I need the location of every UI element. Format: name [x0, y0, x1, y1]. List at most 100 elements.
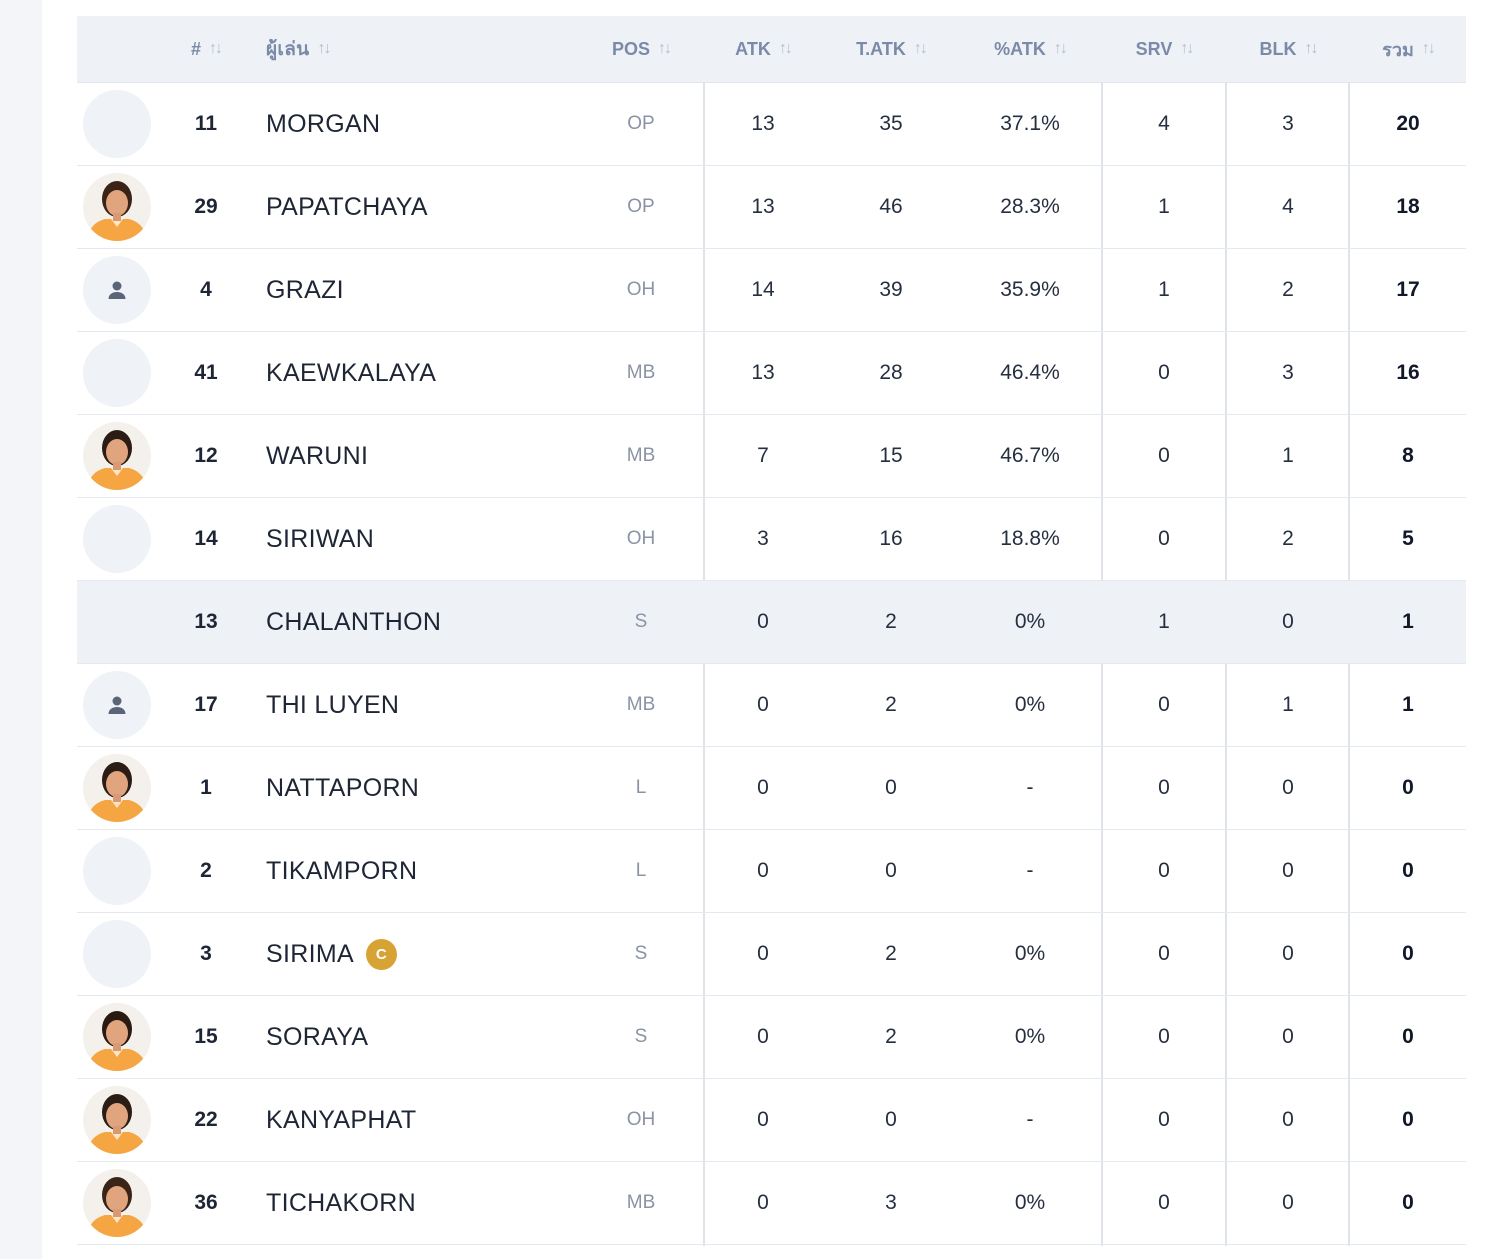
player-number-text: 41 — [194, 361, 218, 384]
table-row[interactable]: 13 CHALANTHON S 0 2 0% 1 0 1 — [77, 581, 1466, 664]
avatar-cell — [83, 332, 151, 414]
table-row[interactable]: 3 SIRIMA C S 0 2 0% 0 0 0 — [77, 913, 1466, 996]
avatar-cell — [83, 581, 151, 663]
stat-srv: 4 — [1102, 83, 1226, 165]
table-row[interactable]: 4 GRAZI OH 14 39 35.9% 1 2 17 — [77, 249, 1466, 332]
player-name[interactable]: KAEWKALAYA — [266, 332, 666, 414]
stat-total: 0 — [1350, 1162, 1466, 1244]
stat-patk-text: 37.1% — [1000, 112, 1060, 135]
stat-tatk-text: 0 — [885, 776, 897, 799]
player-name[interactable]: PAPATCHAYA — [266, 166, 666, 248]
table-row[interactable]: 36 TICHAKORN MB 0 3 0% 0 0 0 — [77, 1162, 1466, 1245]
stat-blk: 0 — [1226, 747, 1350, 829]
player-name[interactable]: SIRIMA C — [266, 913, 666, 995]
stat-atk-text: 0 — [757, 610, 769, 633]
stat-patk: 28.3% — [966, 166, 1094, 248]
stat-tatk: 46 — [829, 166, 953, 248]
player-position: S — [595, 581, 687, 663]
header-patk[interactable]: %ATK ↑↓ — [966, 16, 1094, 82]
header-number-label: # — [190, 38, 201, 59]
player-name[interactable]: NATTAPORN — [266, 747, 666, 829]
header-tatk[interactable]: T.ATK ↑↓ — [829, 16, 953, 82]
stat-patk-text: - — [1026, 1108, 1034, 1131]
stat-atk: 13 — [704, 166, 822, 248]
stat-tatk-text: 3 — [885, 1191, 897, 1214]
stat-total: 8 — [1350, 415, 1466, 497]
player-photo — [83, 1003, 151, 1071]
table-row[interactable]: 29 PAPATCHAYA OP 13 46 28.3% 1 4 18 — [77, 166, 1466, 249]
player-number: 17 — [175, 664, 237, 746]
stat-srv: 1 — [1102, 249, 1226, 331]
player-name[interactable]: TIKAMPORN — [266, 830, 666, 912]
stat-srv-text: 0 — [1158, 693, 1170, 716]
stat-srv-text: 1 — [1158, 195, 1170, 218]
player-name[interactable]: TICHAKORN — [266, 1162, 666, 1244]
player-name-text: THI LUYEN — [266, 690, 400, 719]
player-number-text: 4 — [200, 278, 212, 301]
stat-srv: 0 — [1102, 1079, 1226, 1161]
player-position: L — [595, 747, 687, 829]
stat-patk: 35.9% — [966, 249, 1094, 331]
stat-blk: 0 — [1226, 1079, 1350, 1161]
avatar-placeholder — [83, 837, 151, 905]
stat-blk-text: 0 — [1282, 1108, 1294, 1131]
player-name[interactable]: CHALANTHON — [266, 581, 666, 663]
header-blk[interactable]: BLK ↑↓ — [1226, 16, 1350, 82]
header-srv[interactable]: SRV ↑↓ — [1102, 16, 1226, 82]
stat-total-text: 17 — [1396, 278, 1420, 301]
player-name[interactable]: THI LUYEN — [266, 664, 666, 746]
player-number-text: 2 — [200, 859, 212, 882]
stat-atk-text: 0 — [757, 942, 769, 965]
stat-srv: 0 — [1102, 747, 1226, 829]
table-row[interactable]: 22 KANYAPHAT OH 0 0 - 0 0 0 — [77, 1079, 1466, 1162]
stat-blk: 0 — [1226, 581, 1350, 663]
player-name[interactable]: GRAZI — [266, 249, 666, 331]
header-player[interactable]: ผู้เล่น ↑↓ — [266, 16, 666, 82]
player-name[interactable]: SORAYA — [266, 996, 666, 1078]
avatar-cell — [83, 830, 151, 912]
stat-total-text: 0 — [1402, 1025, 1414, 1048]
table-row[interactable]: 41 KAEWKALAYA MB 13 28 46.4% 0 3 16 — [77, 332, 1466, 415]
stat-patk: 0% — [966, 664, 1094, 746]
stat-srv-text: 4 — [1158, 112, 1170, 135]
player-name[interactable]: KANYAPHAT — [266, 1079, 666, 1161]
header-pos[interactable]: POS ↑↓ — [595, 16, 687, 82]
stat-atk: 13 — [704, 332, 822, 414]
player-name[interactable]: MORGAN — [266, 83, 666, 165]
table-row[interactable]: 1 NATTAPORN L 0 0 - 0 0 0 — [77, 747, 1466, 830]
player-photo — [83, 173, 151, 241]
player-number-text: 22 — [194, 1108, 218, 1131]
stat-blk-text: 0 — [1282, 610, 1294, 633]
sort-icon: ↑↓ — [1304, 40, 1319, 57]
avatar-placeholder — [83, 920, 151, 988]
header-atk[interactable]: ATK ↑↓ — [704, 16, 822, 82]
avatar-cell — [83, 415, 151, 497]
table-row[interactable]: 11 MORGAN OP 13 35 37.1% 4 3 20 — [77, 83, 1466, 166]
stat-atk: 0 — [704, 996, 822, 1078]
player-name-text: NATTAPORN — [266, 773, 420, 802]
stat-patk: 0% — [966, 996, 1094, 1078]
stat-patk-text: 35.9% — [1000, 278, 1060, 301]
header-number[interactable]: # ↑↓ — [175, 16, 237, 82]
table-row[interactable]: 15 SORAYA S 0 2 0% 0 0 0 — [77, 996, 1466, 1079]
table-row[interactable]: 17 THI LUYEN MB 0 2 0% 0 1 1 — [77, 664, 1466, 747]
sort-icon: ↑↓ — [658, 40, 672, 57]
table-row[interactable]: 12 WARUNI MB 7 15 46.7% 0 1 8 — [77, 415, 1466, 498]
header-total[interactable]: รวม ↑↓ — [1350, 16, 1466, 82]
stat-srv-text: 1 — [1158, 278, 1170, 301]
stat-blk-text: 0 — [1282, 942, 1294, 965]
stat-total: 20 — [1350, 83, 1466, 165]
table-row[interactable]: 14 SIRIWAN OH 3 16 18.8% 0 2 5 — [77, 498, 1466, 581]
player-position-text: MB — [626, 362, 656, 383]
stat-patk: 37.1% — [966, 83, 1094, 165]
player-name[interactable]: WARUNI — [266, 415, 666, 497]
stat-tatk: 0 — [829, 747, 953, 829]
stat-total: 1 — [1350, 581, 1466, 663]
player-name[interactable]: SIRIWAN — [266, 498, 666, 580]
stat-patk-text: 0% — [1014, 610, 1046, 633]
stat-blk-text: 3 — [1282, 112, 1294, 135]
stat-tatk-text: 0 — [885, 1108, 897, 1131]
table-row[interactable]: 2 TIKAMPORN L 0 0 - 0 0 0 — [77, 830, 1466, 913]
stat-atk: 7 — [704, 415, 822, 497]
stat-srv-text: 0 — [1158, 1025, 1170, 1048]
